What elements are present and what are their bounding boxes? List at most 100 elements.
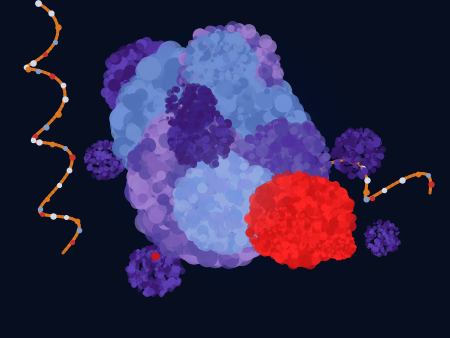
Circle shape: [206, 72, 216, 82]
Circle shape: [207, 163, 222, 178]
Circle shape: [217, 35, 224, 42]
Circle shape: [238, 50, 244, 56]
Circle shape: [117, 104, 129, 117]
Circle shape: [264, 101, 276, 114]
Circle shape: [151, 166, 171, 186]
Circle shape: [300, 190, 307, 198]
Circle shape: [256, 178, 269, 191]
Circle shape: [178, 120, 186, 127]
Circle shape: [211, 165, 219, 174]
Circle shape: [244, 161, 250, 166]
Circle shape: [202, 212, 215, 225]
Circle shape: [321, 188, 334, 201]
Circle shape: [312, 231, 317, 235]
Circle shape: [191, 62, 202, 73]
Circle shape: [349, 137, 356, 144]
Circle shape: [275, 139, 292, 155]
Circle shape: [257, 132, 272, 148]
Circle shape: [140, 186, 159, 205]
Circle shape: [346, 255, 349, 257]
Circle shape: [86, 156, 88, 159]
Circle shape: [283, 206, 290, 213]
Circle shape: [341, 226, 343, 228]
Circle shape: [318, 182, 327, 191]
Circle shape: [208, 168, 224, 185]
Circle shape: [125, 65, 137, 77]
Circle shape: [333, 256, 336, 259]
Circle shape: [257, 175, 263, 181]
Circle shape: [262, 225, 265, 228]
Circle shape: [202, 33, 216, 48]
Circle shape: [193, 171, 208, 186]
Circle shape: [207, 117, 225, 136]
Circle shape: [300, 232, 303, 235]
Circle shape: [142, 122, 146, 126]
Circle shape: [267, 194, 281, 208]
Circle shape: [192, 138, 204, 150]
Circle shape: [282, 168, 292, 177]
Circle shape: [344, 244, 348, 248]
Circle shape: [253, 195, 262, 204]
Circle shape: [218, 248, 239, 269]
Circle shape: [171, 223, 192, 244]
Circle shape: [302, 165, 310, 173]
Circle shape: [183, 100, 201, 119]
Circle shape: [228, 125, 246, 143]
Circle shape: [158, 114, 170, 126]
Circle shape: [198, 34, 209, 45]
Circle shape: [340, 225, 342, 227]
Circle shape: [153, 43, 161, 50]
Circle shape: [149, 181, 170, 201]
Circle shape: [224, 97, 239, 112]
Circle shape: [253, 110, 273, 129]
Circle shape: [171, 193, 185, 207]
Circle shape: [332, 251, 335, 255]
Circle shape: [325, 193, 335, 203]
Circle shape: [101, 165, 104, 167]
Circle shape: [303, 196, 310, 203]
Circle shape: [219, 45, 226, 52]
Circle shape: [365, 146, 372, 152]
Circle shape: [216, 169, 230, 183]
Circle shape: [199, 197, 208, 207]
Circle shape: [185, 72, 204, 92]
Circle shape: [278, 183, 291, 195]
Circle shape: [130, 43, 136, 49]
Circle shape: [325, 248, 330, 252]
Circle shape: [300, 213, 313, 226]
Circle shape: [216, 212, 229, 225]
Circle shape: [229, 174, 239, 185]
Circle shape: [280, 158, 295, 172]
Circle shape: [106, 93, 113, 101]
Circle shape: [173, 148, 192, 167]
Circle shape: [212, 155, 216, 160]
Circle shape: [218, 88, 233, 102]
Circle shape: [251, 177, 268, 195]
Circle shape: [246, 98, 255, 107]
Circle shape: [189, 108, 213, 132]
Circle shape: [209, 124, 215, 131]
Circle shape: [160, 251, 165, 256]
Circle shape: [189, 52, 196, 58]
Circle shape: [131, 117, 144, 129]
Circle shape: [267, 79, 283, 95]
Circle shape: [283, 212, 288, 216]
Circle shape: [221, 84, 226, 90]
Circle shape: [189, 170, 199, 179]
Circle shape: [338, 198, 345, 205]
Circle shape: [210, 108, 214, 113]
Circle shape: [197, 245, 211, 259]
Circle shape: [342, 152, 345, 155]
Circle shape: [171, 123, 184, 136]
Circle shape: [237, 204, 251, 219]
Circle shape: [212, 59, 221, 67]
Circle shape: [112, 143, 116, 147]
Circle shape: [225, 115, 231, 121]
Circle shape: [279, 211, 285, 217]
Circle shape: [215, 170, 225, 180]
Circle shape: [326, 242, 329, 245]
Circle shape: [313, 177, 321, 185]
Circle shape: [228, 131, 245, 149]
Circle shape: [184, 147, 202, 165]
Circle shape: [336, 137, 342, 144]
